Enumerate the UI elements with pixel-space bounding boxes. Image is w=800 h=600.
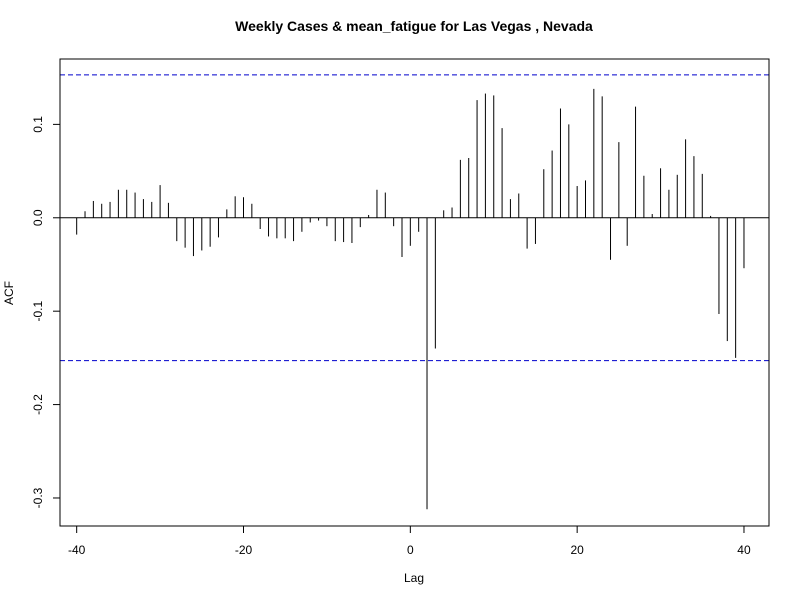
- x-tick-label: 0: [407, 543, 414, 557]
- x-axis-label: Lag: [404, 571, 424, 585]
- y-axis: -0.3 -0.2 -0.1 0.0 0.1: [31, 116, 61, 508]
- y-tick-label: -0.2: [31, 394, 45, 415]
- x-tick-label: 20: [570, 543, 584, 557]
- y-tick-label: 0.1: [31, 116, 45, 133]
- y-axis-label: ACF: [2, 281, 16, 305]
- y-tick-label: -0.3: [31, 487, 45, 508]
- chart-title: Weekly Cases & mean_fatigue for Las Vega…: [235, 18, 593, 34]
- x-tick-label: -40: [68, 543, 86, 557]
- y-tick-label: 0.0: [31, 209, 45, 226]
- acf-spikes: [76, 88, 745, 510]
- plot-frame: [59, 58, 770, 527]
- x-axis: -40 -20 0 20 40: [68, 525, 751, 557]
- x-tick-label: -20: [235, 543, 253, 557]
- y-tick-label: -0.1: [31, 301, 45, 322]
- x-tick-label: 40: [737, 543, 751, 557]
